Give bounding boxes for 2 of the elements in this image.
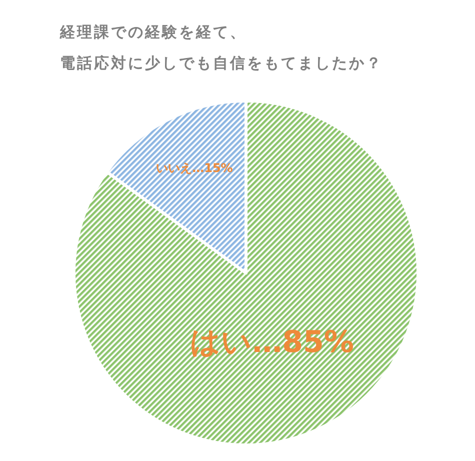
subtitle: 電話応対に少しでも自信をもてましたか？	[60, 54, 383, 72]
title: 経理課での経験を経て、	[60, 23, 247, 41]
